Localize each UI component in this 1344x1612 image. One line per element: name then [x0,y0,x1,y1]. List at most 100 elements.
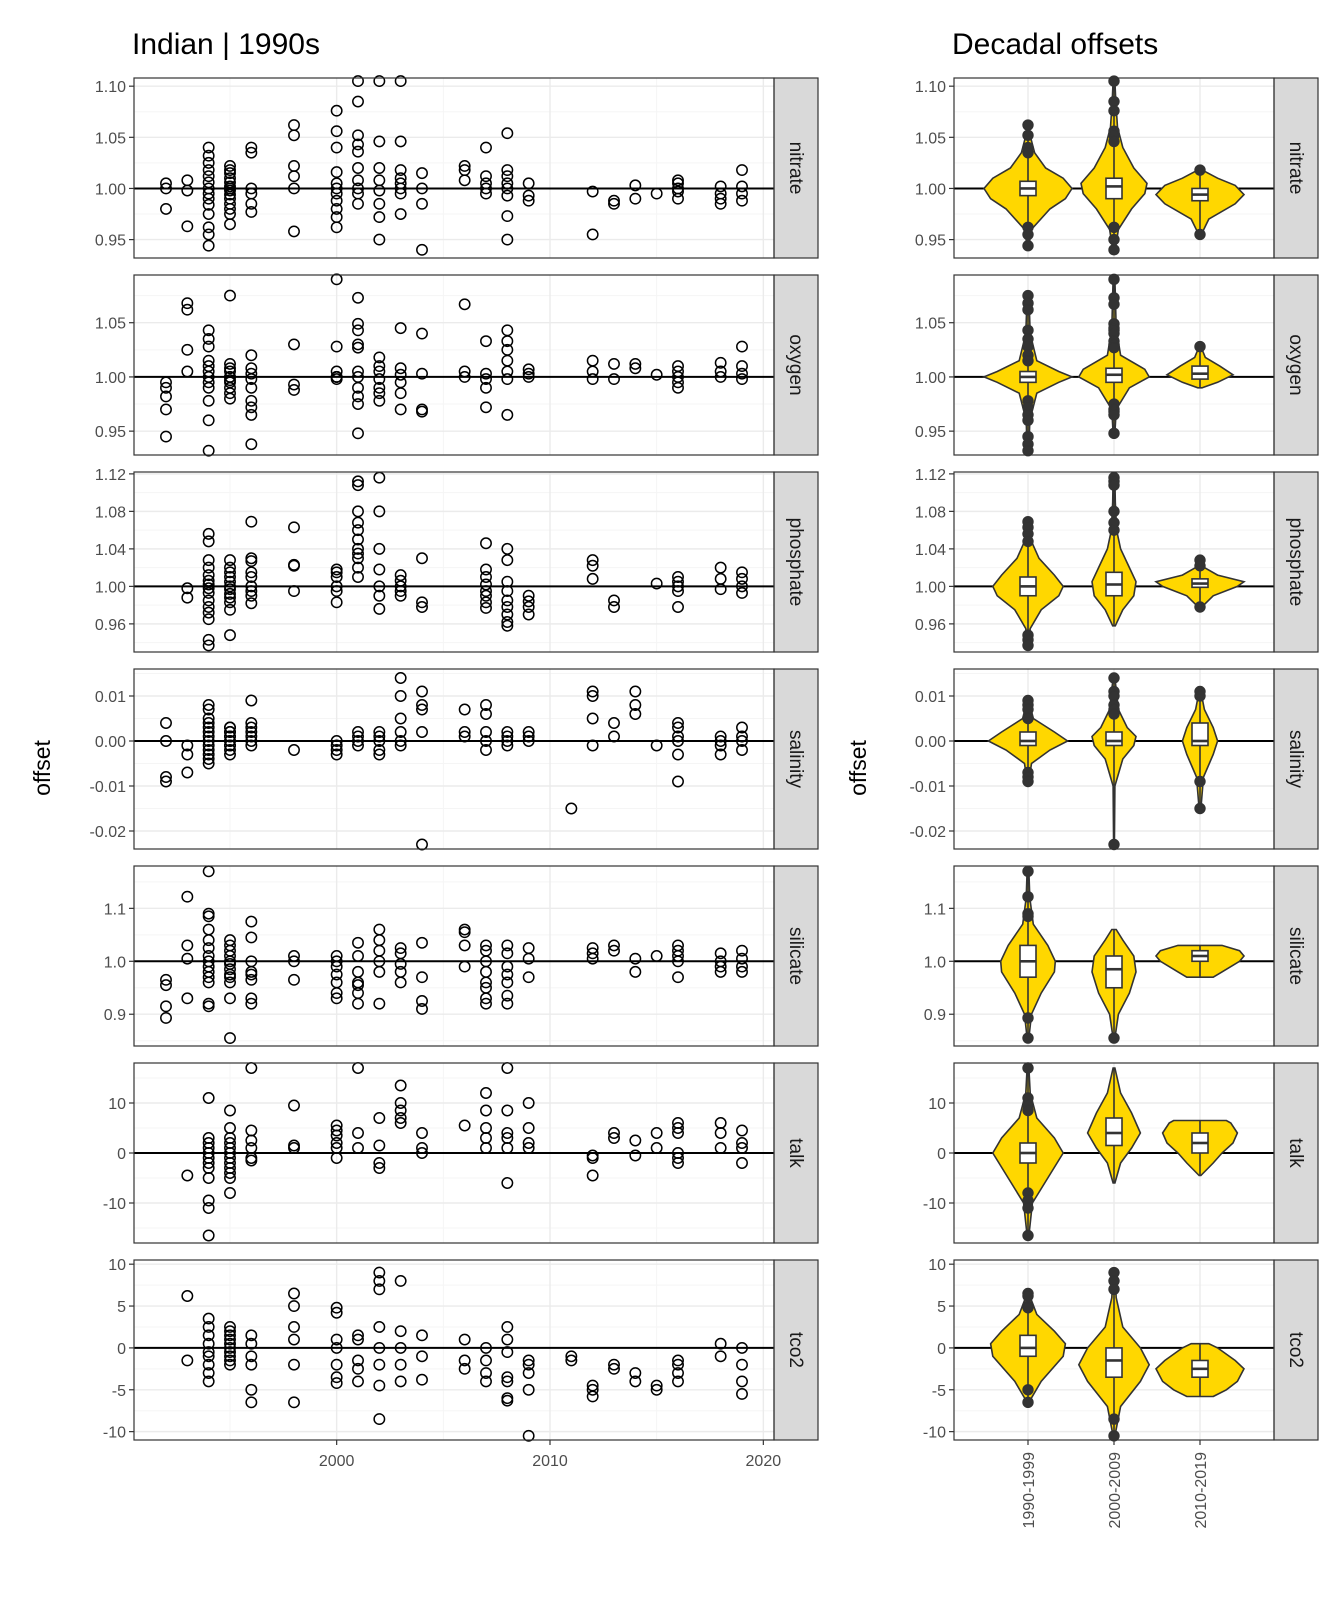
data-point [160,771,172,783]
data-point [330,182,343,195]
data-point [181,1354,194,1367]
right-facet-label-oxygen: oxygen [1285,334,1306,395]
data-point [650,1142,663,1154]
left-y-axis-title: offset [29,739,55,795]
data-point [736,586,748,599]
data-point [181,303,194,316]
outlier-point [1108,427,1120,440]
data-point [288,1358,300,1371]
data-point [501,939,514,952]
data-point [501,365,514,378]
data-point [586,1152,599,1164]
left-panel-salinity: -0.02 -0.01 0.00 0.01 salinity [90,668,819,851]
data-point [416,838,428,851]
data-point [288,1396,300,1409]
data-point [373,748,386,761]
data-point [245,694,258,707]
data-point [202,561,215,574]
data-point [629,357,642,370]
data-point [352,735,364,747]
data-point [373,351,386,364]
data-point [224,160,236,172]
data-point [522,601,535,613]
data-point [672,601,684,613]
data-point [501,189,514,202]
data-point [394,739,407,752]
left-y-tick-label: 0.95 [95,233,126,250]
right-y-tick-label: 1.04 [915,542,946,559]
data-point [394,672,407,684]
data-point [480,1087,492,1099]
data-point [352,936,364,949]
data-point [202,606,215,619]
data-point [373,1358,386,1371]
data-point [352,317,364,330]
data-point [202,1172,215,1184]
data-point [330,141,343,154]
data-point [373,1112,386,1124]
data-point [288,1099,300,1112]
left-y-tick-label: 1.1 [104,901,126,918]
data-point [202,971,215,984]
data-point [245,589,258,602]
right-panel-talk: -10 0 10 talk [923,1062,1319,1244]
data-point [224,1337,236,1350]
data-point [586,690,599,702]
data-point [736,1157,748,1169]
data-point [202,187,215,200]
right-y-tick-label: 10 [928,1257,946,1274]
data-point [373,744,386,756]
data-point [202,601,215,613]
data-point [650,1383,663,1396]
data-point [672,717,684,729]
data-point [672,575,684,588]
data-point [224,748,236,761]
data-point [714,735,727,747]
data-point [330,1341,343,1354]
data-point [352,365,364,378]
right-facet-label-silicate: silicate [1285,927,1306,985]
data-point [330,1124,343,1137]
data-point [416,552,428,565]
outlier-point [1022,1302,1034,1314]
data-point [501,182,514,195]
right-panel-border [953,77,1275,259]
right-facet-label-salinity: salinity [1285,730,1306,789]
data-point [330,1129,343,1142]
right-x-tick-label: 1990-1999 [1021,1452,1038,1529]
right-y-tick-label: 1.05 [915,130,946,147]
data-point [245,973,258,986]
data-point [373,1139,386,1152]
data-point [224,362,236,375]
data-point [224,188,236,201]
data-point [202,699,215,711]
data-point [160,177,172,190]
data-point [416,995,428,1007]
outlier-point [1108,273,1120,286]
data-point [352,997,364,1010]
left-y-tick-label: -10 [103,1196,126,1213]
data-point [714,197,727,210]
data-point [160,1000,172,1013]
data-point [480,708,492,720]
data-point [160,717,172,729]
data-point [650,950,663,962]
data-point [330,580,343,593]
data-point [181,1169,194,1182]
data-point [224,629,236,642]
outlier-point [1022,712,1034,725]
data-point [245,367,258,380]
data-point [202,1092,215,1104]
left-panel-talk: -10 0 10 talk [103,1062,819,1244]
data-point [352,979,364,992]
data-point [416,685,428,698]
data-point [202,1367,215,1379]
data-point [352,524,364,537]
data-point [202,578,215,591]
data-point [565,1354,578,1367]
right-y-tick-label: 1.00 [915,370,946,387]
data-point [160,735,172,747]
data-point [394,589,407,602]
data-point [202,976,215,989]
data-point [736,965,748,978]
